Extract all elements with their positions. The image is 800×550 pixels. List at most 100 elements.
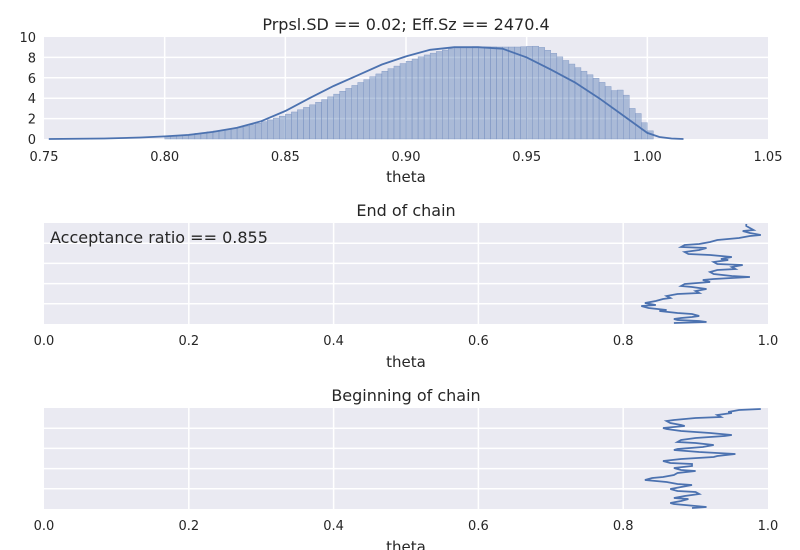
histogram-bar [381, 71, 389, 140]
histogram-x-label: theta [386, 168, 426, 186]
histogram-panel: Prpsl.SD == 0.02; Eff.Sz == 2470.4 0.75 0… [19, 15, 782, 186]
histogram-bar [297, 109, 304, 140]
histogram-bar [363, 79, 370, 140]
x-tick-label: 0.2 [178, 334, 199, 349]
histogram-title: Prpsl.SD == 0.02; Eff.Sz == 2470.4 [262, 15, 549, 34]
y-tick-label: 4 [28, 92, 36, 107]
histogram-bar [423, 54, 431, 140]
density-curve [48, 46, 684, 140]
histogram-bar [321, 99, 328, 140]
histogram-bar [604, 86, 612, 140]
histogram-bar [411, 58, 419, 140]
histogram-x-ticks: 0.75 0.80 0.85 0.90 0.95 1.00 1.05 [30, 150, 783, 165]
end-chain-x-ticks: 0.0 0.2 0.4 0.6 0.8 1.0 [34, 334, 779, 349]
beginning-chain-plot-area [44, 408, 768, 509]
x-tick-label: 0.75 [30, 150, 59, 165]
histogram-bar [520, 46, 527, 140]
histogram-bar [490, 46, 497, 140]
y-tick-label: 0 [28, 133, 36, 148]
x-tick-label: 0.6 [468, 334, 489, 349]
histogram-bar [387, 68, 395, 140]
histogram-bar [327, 96, 334, 140]
x-tick-label: 0.0 [34, 519, 55, 534]
histogram-bar [472, 46, 479, 140]
histogram-bar [333, 93, 340, 140]
beginning-of-chain-panel: Beginning of chain 0.0 0.2 0.4 0.6 0.8 1.0 th… [34, 386, 779, 550]
histogram-bar [550, 53, 558, 140]
histogram-bar [267, 119, 274, 140]
histogram-bar [484, 46, 491, 140]
histogram-bar [393, 65, 401, 140]
histogram-bar [369, 76, 377, 140]
histogram-bar [254, 122, 262, 140]
histogram-bar [357, 82, 364, 140]
histogram-bar [502, 46, 509, 140]
histogram-bar [273, 117, 280, 140]
histogram-bar [224, 129, 232, 140]
histogram-bar [248, 124, 256, 140]
histogram-bar [598, 82, 606, 140]
histogram-bar [580, 70, 588, 140]
x-tick-label: 0.80 [150, 150, 179, 165]
histogram-bar [448, 48, 455, 140]
histogram-bar [309, 104, 316, 140]
histogram-bar [417, 56, 425, 140]
histogram-bar [586, 74, 594, 140]
histogram-bar [496, 46, 503, 140]
histogram-bar [242, 125, 250, 140]
histogram-bar [562, 60, 570, 140]
x-tick-label: 1.00 [633, 150, 662, 165]
x-tick-label: 0.85 [271, 150, 300, 165]
histogram-bar [345, 88, 352, 140]
beginning-chain-trace [644, 408, 761, 509]
histogram-bar [454, 47, 461, 140]
histogram-bar [556, 56, 564, 140]
histogram-bar [592, 78, 600, 140]
histogram-bar [466, 46, 473, 140]
x-tick-label: 0.6 [468, 519, 489, 534]
x-tick-label: 0.4 [323, 519, 344, 534]
histogram-bar [442, 49, 449, 140]
histogram-bar [230, 128, 238, 140]
beginning-chain-title: Beginning of chain [331, 386, 480, 405]
x-tick-label: 0.0 [34, 334, 55, 349]
x-tick-label: 0.8 [613, 519, 634, 534]
end-of-chain-panel: End of chain Acceptance ratio == 0.855 0… [34, 201, 779, 371]
x-tick-label: 0.95 [512, 150, 541, 165]
y-tick-label: 10 [19, 31, 36, 46]
histogram-bar [261, 121, 268, 140]
x-tick-label: 0.2 [178, 519, 199, 534]
histogram-bar [460, 47, 467, 140]
histogram-bar [375, 73, 383, 140]
histogram-bar [279, 115, 286, 140]
y-tick-label: 2 [28, 113, 36, 128]
histogram-bar [429, 52, 437, 140]
histogram-bar [610, 90, 618, 140]
x-tick-label: 0.8 [613, 334, 634, 349]
histogram-bar [405, 61, 413, 140]
histogram-bar [315, 102, 322, 140]
histogram-bar [568, 63, 576, 140]
acceptance-ratio-annotation: Acceptance ratio == 0.855 [50, 228, 268, 247]
histogram-bar [538, 47, 545, 140]
histogram-bar [435, 51, 443, 140]
histogram-bar [399, 63, 407, 140]
x-tick-label: 1.05 [754, 150, 783, 165]
histogram-bar [508, 46, 515, 140]
beginning-chain-x-ticks: 0.0 0.2 0.4 0.6 0.8 1.0 [34, 519, 779, 534]
y-tick-label: 8 [28, 51, 36, 66]
histogram-bar [303, 107, 310, 140]
histogram-bar [236, 127, 244, 140]
end-chain-x-label: theta [386, 353, 426, 371]
x-tick-label: 0.4 [323, 334, 344, 349]
histogram-bar [291, 111, 298, 140]
histogram-bar [514, 46, 521, 140]
histogram-bar [351, 85, 358, 140]
x-tick-label: 1.0 [758, 519, 779, 534]
histogram-bar [574, 67, 582, 140]
end-chain-trace [641, 224, 761, 324]
beginning-chain-x-label: theta [386, 538, 426, 550]
histogram-bar [285, 113, 292, 140]
histogram-y-ticks: 0 2 4 6 8 10 [19, 31, 36, 148]
